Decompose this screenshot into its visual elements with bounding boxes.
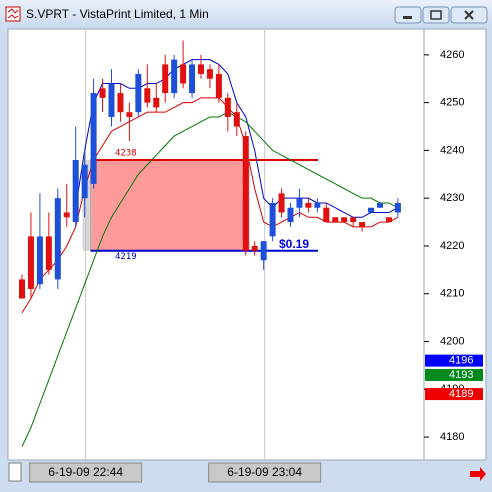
candle-body xyxy=(117,93,124,113)
candle-body xyxy=(341,217,348,223)
candle-body xyxy=(242,136,249,251)
candle-body xyxy=(350,217,357,223)
candle-body xyxy=(251,245,258,251)
candle-body xyxy=(305,202,312,208)
candle-body xyxy=(377,202,383,208)
candle-body xyxy=(323,207,330,223)
app-icon-glyph xyxy=(7,8,19,19)
candle-body xyxy=(368,207,375,213)
candle-body xyxy=(108,83,115,117)
y-tick-label: 4240 xyxy=(440,144,464,156)
candle-body xyxy=(27,236,34,289)
x-tick-label: 6-19-09 22:44 xyxy=(48,465,123,479)
candle-body xyxy=(81,164,88,199)
candle-body xyxy=(72,159,79,223)
price-tag-label: 4193 xyxy=(449,369,473,381)
candle-body xyxy=(36,236,43,285)
candle-body xyxy=(144,88,151,103)
y-tick-label: 4250 xyxy=(440,97,464,109)
maximize-button[interactable] xyxy=(422,6,450,24)
candle-body xyxy=(269,202,276,237)
price-tag xyxy=(425,368,483,381)
close-glyph xyxy=(464,10,474,20)
y-tick-label: 4180 xyxy=(440,431,464,443)
candle-body xyxy=(135,73,142,113)
range-box-shade xyxy=(82,159,93,251)
candle-body xyxy=(63,212,70,218)
candle-body xyxy=(233,112,240,127)
y-tick-label: 4260 xyxy=(440,49,464,61)
indicator-line xyxy=(21,111,399,447)
price-tag-label: 4189 xyxy=(449,388,473,400)
y-tick-label: 4200 xyxy=(440,335,464,347)
candle-body xyxy=(385,217,392,223)
price-tag xyxy=(425,388,483,401)
minimize-button[interactable] xyxy=(394,6,422,24)
candle-body xyxy=(215,73,222,98)
scroll-box[interactable] xyxy=(8,462,22,482)
candle-body xyxy=(90,93,97,184)
y-tick-label: 4230 xyxy=(440,192,464,204)
range-change-label: $0.19 xyxy=(279,237,309,251)
candle-body xyxy=(287,207,294,223)
candle-body xyxy=(332,217,339,223)
window-title: S.VPRT - VistaPrint Limited, 1 Min xyxy=(26,7,209,21)
candle-body xyxy=(278,193,285,213)
candle-body xyxy=(54,198,61,280)
range-high-label: 4238 xyxy=(115,148,137,158)
x-tick-box xyxy=(29,462,143,483)
range-box xyxy=(90,159,250,252)
candle-body xyxy=(126,112,133,117)
candle-body xyxy=(224,97,231,117)
y-tick-label: 4220 xyxy=(440,240,464,252)
candle-body xyxy=(153,97,160,108)
x-tick-label: 6-19-09 23:04 xyxy=(227,465,302,479)
candle-body xyxy=(45,236,52,270)
y-tick-label: 4210 xyxy=(440,288,464,300)
minimize-glyph xyxy=(403,16,412,19)
range-low-label: 4219 xyxy=(115,252,137,262)
maximize-glyph xyxy=(430,10,442,20)
indicator-line xyxy=(75,59,399,218)
app-icon xyxy=(5,6,21,22)
candle-body xyxy=(314,202,321,208)
candle-body xyxy=(198,64,204,74)
candle-body xyxy=(359,222,366,227)
candle-body xyxy=(171,59,178,94)
candle-body xyxy=(296,198,303,208)
candle-body xyxy=(260,241,267,261)
candle-body xyxy=(394,202,401,213)
price-tag xyxy=(425,354,483,367)
candle-body xyxy=(206,69,213,79)
candle-body xyxy=(162,64,169,94)
x-tick-box xyxy=(208,462,322,483)
candle-body xyxy=(19,279,25,299)
candle-body xyxy=(99,88,106,98)
candle-body xyxy=(180,64,187,84)
candle-body xyxy=(189,64,196,94)
price-tag-label: 4196 xyxy=(449,355,473,367)
scroll-arrow[interactable] xyxy=(470,467,486,481)
